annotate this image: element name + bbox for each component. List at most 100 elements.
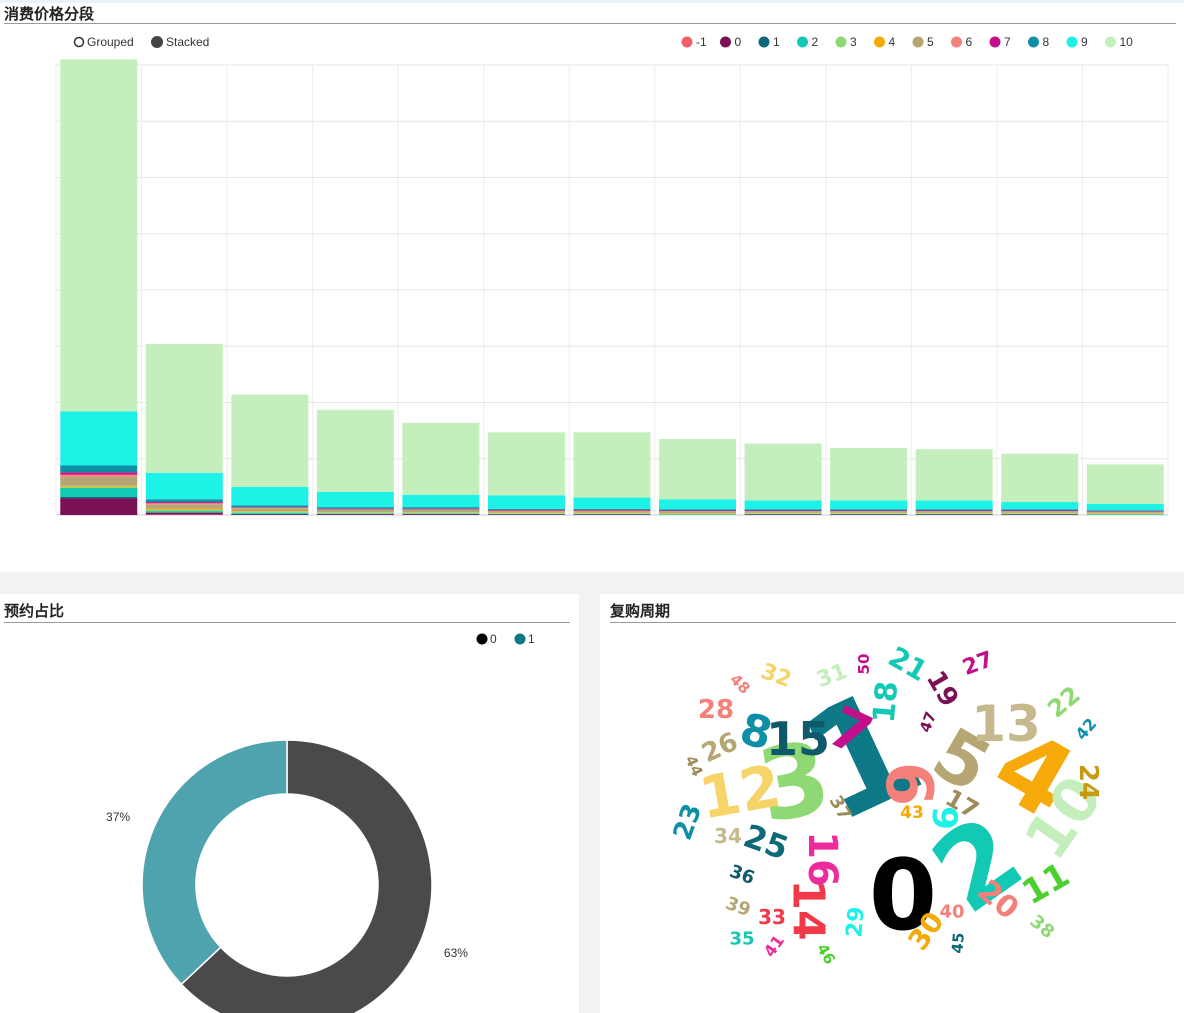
legend-swatch-icon[interactable] bbox=[514, 633, 526, 645]
bar-segment-series-7[interactable] bbox=[659, 510, 737, 512]
legend-label[interactable]: 8 bbox=[1043, 35, 1050, 49]
legend-swatch-icon[interactable] bbox=[1105, 36, 1116, 48]
bar-segment-series-7[interactable] bbox=[1086, 511, 1164, 512]
bar-segment-series-6[interactable] bbox=[60, 474, 138, 477]
stacked-label[interactable]: Stacked bbox=[166, 35, 209, 49]
bar-segment-series-10[interactable] bbox=[316, 409, 394, 492]
bar-segment-series-10[interactable] bbox=[830, 448, 908, 501]
bar-segment-series-7[interactable] bbox=[744, 510, 822, 512]
bar-segment-series-10[interactable] bbox=[402, 422, 480, 495]
legend-label[interactable]: 1 bbox=[528, 632, 535, 646]
legend-item-0[interactable]: 0 bbox=[476, 632, 498, 646]
bar-segment-series-6[interactable] bbox=[487, 510, 565, 512]
bar-segment-series-4[interactable] bbox=[231, 511, 309, 512]
bar-segment-series-9[interactable] bbox=[744, 500, 822, 510]
bar-segment-series-3[interactable] bbox=[744, 513, 822, 514]
legend-label[interactable]: 9 bbox=[1081, 35, 1088, 49]
bar-segment-series-5[interactable] bbox=[487, 511, 565, 513]
bar-segment-series-3[interactable] bbox=[487, 513, 565, 514]
legend-item-1[interactable]: 1 bbox=[514, 632, 536, 646]
legend-label[interactable]: 4 bbox=[889, 35, 896, 49]
bar-segment-series-5[interactable] bbox=[744, 511, 822, 513]
bar-segment-series-7[interactable] bbox=[316, 508, 394, 510]
bar-segment-series-5[interactable] bbox=[60, 476, 138, 486]
legend-item-2[interactable]: 2 bbox=[797, 35, 819, 49]
bar-segment-series-0[interactable] bbox=[487, 514, 565, 515]
legend-label[interactable]: 0 bbox=[735, 35, 742, 49]
bar-segment-series-6[interactable] bbox=[1086, 511, 1164, 513]
legend-label[interactable]: -1 bbox=[696, 35, 707, 49]
legend-label[interactable]: 2 bbox=[812, 35, 819, 49]
bar-segment-series-0[interactable] bbox=[60, 498, 138, 515]
bar-segment-series-7[interactable] bbox=[915, 510, 993, 512]
legend-item-6[interactable]: 6 bbox=[951, 35, 973, 49]
bar-segment-series-7[interactable] bbox=[1001, 510, 1079, 512]
bar-segment-series-8[interactable] bbox=[402, 507, 480, 509]
bar-segment-series-3[interactable] bbox=[231, 511, 309, 513]
bar-segment-series--1[interactable] bbox=[145, 514, 223, 515]
bar-segment-series-3[interactable] bbox=[60, 486, 138, 488]
legend-swatch-icon[interactable] bbox=[1028, 36, 1039, 48]
legend-item-9[interactable]: 9 bbox=[1066, 35, 1089, 49]
bar-segment-series-8[interactable] bbox=[573, 508, 651, 510]
legend-item-7[interactable]: 7 bbox=[989, 35, 1012, 49]
bar-segment-series-4[interactable] bbox=[915, 512, 993, 514]
legend-swatch-icon[interactable] bbox=[951, 36, 962, 48]
bar-segment-series-3[interactable] bbox=[573, 513, 651, 514]
bar-segment-series-6[interactable] bbox=[231, 507, 309, 509]
bar-segment-series-5[interactable] bbox=[573, 511, 651, 513]
bar-segment-series-6[interactable] bbox=[830, 511, 908, 512]
bar-segment-series-0[interactable] bbox=[316, 514, 394, 515]
grouped-toggle[interactable]: Grouped bbox=[73, 35, 134, 49]
bar-segment-series-9[interactable] bbox=[1001, 502, 1079, 510]
legend-label[interactable]: 7 bbox=[1004, 35, 1011, 49]
bar-segment-series-6[interactable] bbox=[316, 509, 394, 510]
legend-item-0[interactable]: 0 bbox=[720, 35, 742, 49]
bar-segment-series-6[interactable] bbox=[1001, 511, 1079, 512]
legend-item-1[interactable]: 1 bbox=[758, 35, 781, 49]
bar-segment-series-9[interactable] bbox=[60, 411, 138, 466]
bar-segment-series-4[interactable] bbox=[1001, 512, 1079, 514]
bar-segment-series-9[interactable] bbox=[659, 499, 737, 510]
bar-segment-series-4[interactable] bbox=[659, 513, 737, 514]
bar-segment-series-3[interactable] bbox=[402, 512, 480, 514]
legend-swatch-icon[interactable] bbox=[912, 36, 924, 48]
bar-segment-series-10[interactable] bbox=[573, 432, 651, 498]
bar-segment-series-8[interactable] bbox=[915, 509, 993, 511]
bar-segment-series-1[interactable] bbox=[60, 497, 138, 499]
bar-segment-series-9[interactable] bbox=[573, 497, 651, 509]
bar-segment-series-0[interactable] bbox=[915, 514, 993, 515]
bar-segment-series-9[interactable] bbox=[487, 495, 565, 509]
bar-segment-series-8[interactable] bbox=[316, 507, 394, 509]
legend-label[interactable]: 10 bbox=[1120, 35, 1134, 49]
bar-segment-series-2[interactable] bbox=[145, 511, 223, 513]
bar-segment-series-2[interactable] bbox=[573, 513, 651, 515]
bar-segment-series-8[interactable] bbox=[1086, 510, 1164, 512]
bar-segment-series-6[interactable] bbox=[659, 511, 737, 512]
bar-segment-series-10[interactable] bbox=[231, 394, 309, 487]
bar-segment-series-7[interactable] bbox=[830, 510, 908, 512]
bar-segment-series-6[interactable] bbox=[145, 503, 223, 505]
bar-segment-series-10[interactable] bbox=[659, 439, 737, 500]
bar-segment-series-10[interactable] bbox=[915, 449, 993, 501]
bar-segment-series-0[interactable] bbox=[1001, 514, 1079, 515]
bar-segment-series-9[interactable] bbox=[402, 494, 480, 508]
bar-segment-series-0[interactable] bbox=[830, 514, 908, 515]
legend-label[interactable]: 1 bbox=[773, 35, 780, 49]
bar-segment-series-3[interactable] bbox=[915, 513, 993, 514]
donut-slice-0[interactable] bbox=[180, 739, 433, 1013]
donut-slice-1[interactable] bbox=[141, 739, 288, 986]
bar-segment-series-8[interactable] bbox=[830, 509, 908, 511]
stacked-toggle[interactable]: Stacked bbox=[151, 35, 210, 49]
bar-segment-series-8[interactable] bbox=[231, 505, 309, 508]
stacked-radio-icon[interactable] bbox=[151, 36, 163, 48]
bar-segment-series-5[interactable] bbox=[659, 511, 737, 514]
legend-item-8[interactable]: 8 bbox=[1028, 35, 1050, 49]
bar-segment-series-9[interactable] bbox=[316, 491, 394, 508]
legend-swatch-icon[interactable] bbox=[681, 36, 693, 48]
bar-segment-series-1[interactable] bbox=[231, 513, 309, 515]
bar-segment-series-1[interactable] bbox=[402, 513, 480, 515]
bar-segment-series-7[interactable] bbox=[487, 509, 565, 511]
legend-swatch-icon[interactable] bbox=[758, 36, 770, 48]
bar-segment-series-4[interactable] bbox=[1086, 513, 1164, 514]
